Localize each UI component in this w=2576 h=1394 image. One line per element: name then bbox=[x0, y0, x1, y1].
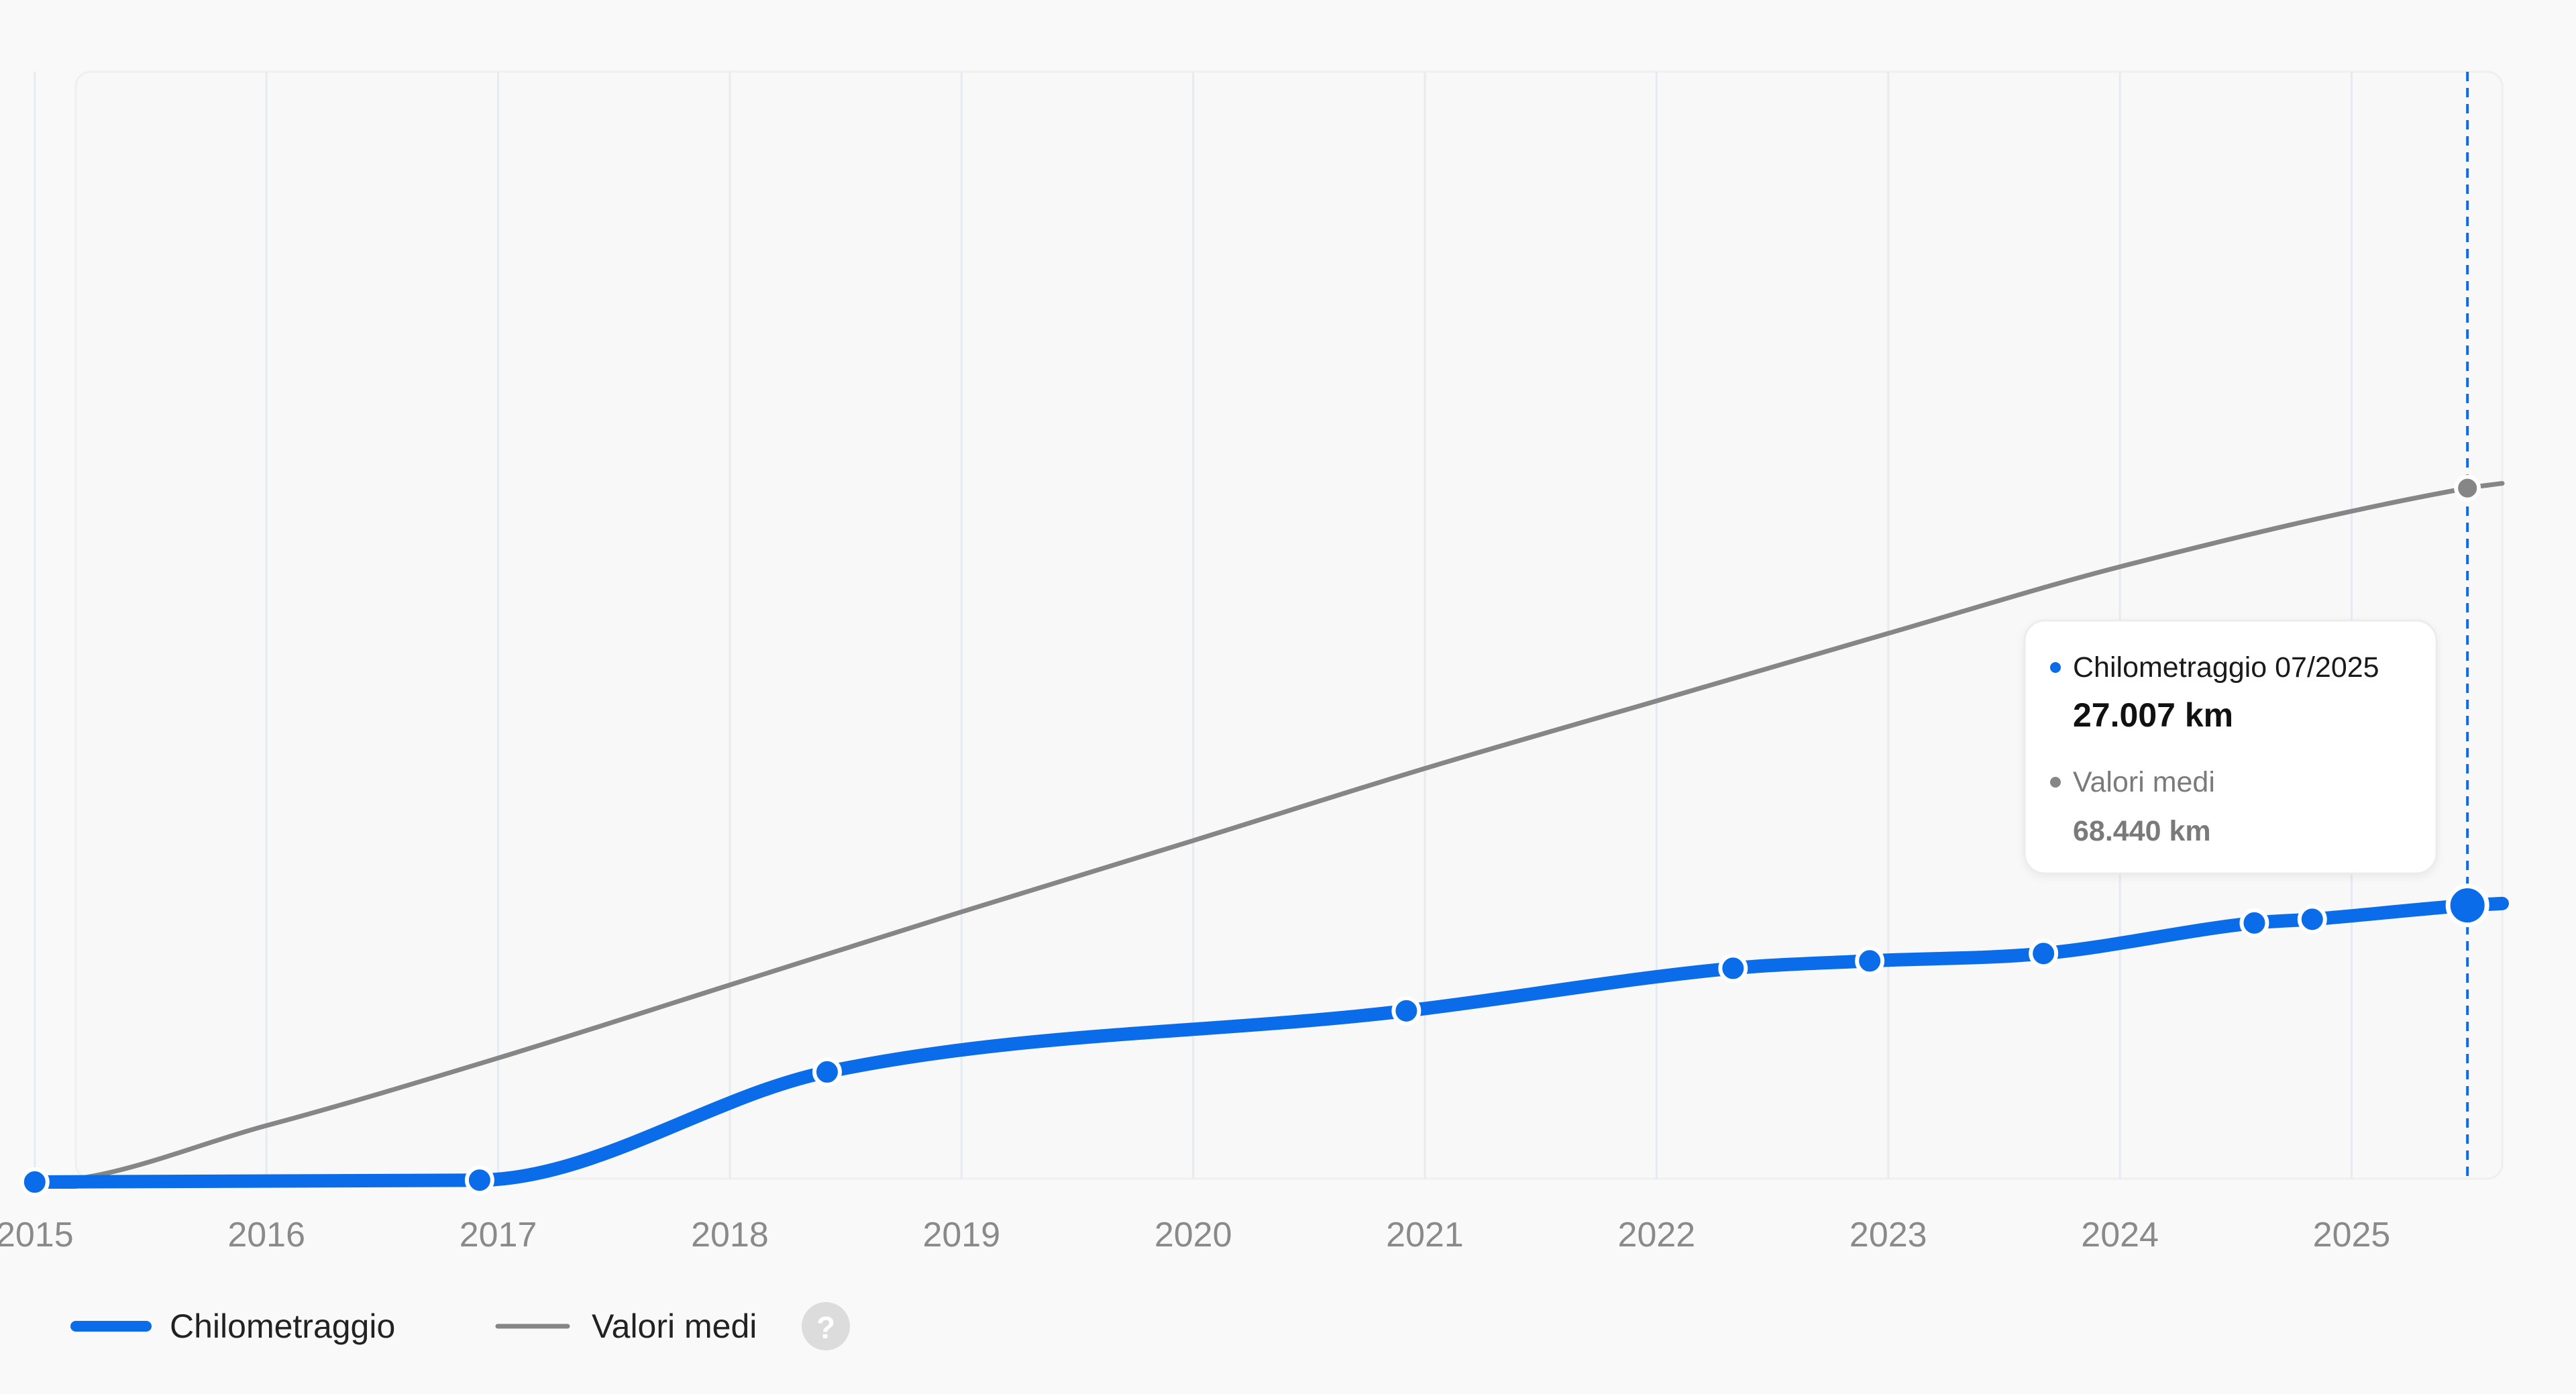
x-tick-label-2022: 2022 bbox=[1618, 1216, 1696, 1254]
x-tick-label-2016: 2016 bbox=[227, 1216, 305, 1254]
point-chilometraggio-1[interactable] bbox=[464, 1165, 494, 1195]
help-icon[interactable]: ? bbox=[802, 1302, 850, 1350]
chart-legend: Chilometraggio Valori medi ? bbox=[70, 1302, 850, 1350]
x-tick-label-2021: 2021 bbox=[1386, 1216, 1464, 1254]
tooltip-box bbox=[2023, 619, 2438, 875]
x-tick-label-2018: 2018 bbox=[691, 1216, 769, 1254]
series-line-valori-medi bbox=[32, 481, 2505, 1185]
x-tick-label-2020: 2020 bbox=[1155, 1216, 1232, 1254]
legend-label-chilometraggio: Chilometraggio bbox=[170, 1307, 395, 1345]
point-chilometraggio-6[interactable] bbox=[2029, 939, 2059, 969]
point-valori-medi-hover[interactable] bbox=[2454, 474, 2481, 502]
x-tick-label-2024: 2024 bbox=[2081, 1216, 2159, 1254]
x-tick-label-2015: 2015 bbox=[0, 1216, 74, 1254]
hover-tooltip: Chilometraggio 07/2025 27.007 km Valori … bbox=[2023, 619, 2438, 875]
help-icon-circle[interactable] bbox=[802, 1302, 850, 1350]
tooltip-series1-label: Chilometraggio 07/2025 bbox=[2073, 651, 2379, 684]
point-chilometraggio-9[interactable] bbox=[2445, 883, 2489, 928]
tooltip-series1-dot bbox=[2050, 662, 2061, 673]
point-chilometraggio-3[interactable] bbox=[1391, 996, 1421, 1026]
tooltip-series2-value: 68.440 km bbox=[2073, 815, 2211, 847]
tooltip-series1-value: 27.007 km bbox=[2073, 696, 2233, 734]
plot-area bbox=[74, 70, 2504, 1180]
point-chilometraggio-4[interactable] bbox=[1718, 953, 1748, 983]
x-axis-ticks: 2015 2016 2017 2018 2019 2020 2021 2022 2023 2024… bbox=[0, 1216, 2390, 1254]
help-icon-glyph[interactable]: ? bbox=[816, 1310, 835, 1345]
legend-label-valori-medi: Valori medi bbox=[592, 1307, 757, 1345]
tooltip-series2-label: Valori medi bbox=[2073, 766, 2215, 798]
point-chilometraggio-5[interactable] bbox=[1855, 946, 1885, 976]
x-tick-label-2023: 2023 bbox=[1849, 1216, 1927, 1254]
x-tick-label-2025: 2025 bbox=[2313, 1216, 2391, 1254]
tooltip-series2-dot bbox=[2050, 777, 2061, 788]
point-chilometraggio-0[interactable] bbox=[19, 1167, 50, 1197]
point-chilometraggio-2[interactable] bbox=[812, 1057, 842, 1087]
x-tick-label-2019: 2019 bbox=[922, 1216, 1000, 1254]
x-tick-label-2017: 2017 bbox=[460, 1216, 537, 1254]
point-chilometraggio-7[interactable] bbox=[2239, 908, 2269, 938]
data-points bbox=[19, 474, 2489, 1197]
point-chilometraggio-8[interactable] bbox=[2297, 904, 2327, 934]
